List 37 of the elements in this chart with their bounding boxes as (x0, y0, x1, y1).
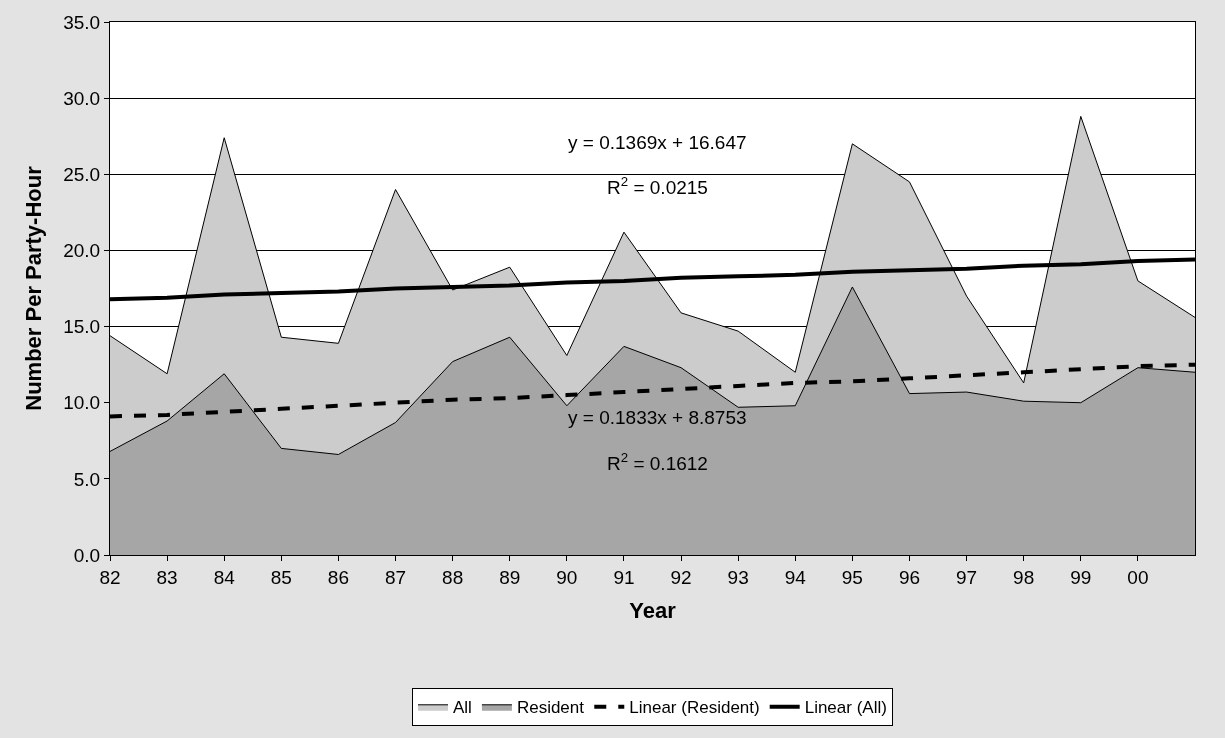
y-tick-label: 25.0 (63, 163, 101, 185)
x-tick-label: 84 (213, 566, 236, 588)
annotation: y = 0.1833x + 8.8753 (568, 407, 747, 428)
x-tick-label: 88 (442, 566, 464, 588)
x-axis-title: Year (629, 597, 677, 623)
x-tick-label: 98 (1013, 566, 1035, 588)
legend-label: Linear (Resident) (629, 698, 760, 718)
x-tick-label: 85 (270, 566, 292, 588)
annotation: R$^{2}$ = 0.1612 (607, 450, 708, 474)
x-tick-label: 89 (499, 566, 521, 588)
legend-label: Resident (516, 698, 585, 718)
y-tick-label: 0.0 (73, 544, 101, 566)
x-tick-label: 87 (384, 566, 407, 588)
y-tick-label: 35.0 (63, 11, 101, 33)
legend-label: All (453, 698, 472, 718)
x-tick-label: 93 (727, 566, 749, 588)
x-tick-label: 91 (613, 566, 635, 588)
y-tick-label: 15.0 (63, 316, 101, 338)
y-tick-label: 10.0 (63, 392, 101, 414)
x-tick-label: 95 (841, 566, 863, 588)
y-axis-title: Number Per Party-Hour (21, 165, 47, 411)
annotation: R$^{2}$ = 0.0215 (607, 174, 708, 198)
x-tick-label: 94 (784, 566, 807, 588)
x-tick-label: 97 (956, 566, 978, 588)
annotation: y = 0.1369x + 16.647 (568, 132, 747, 153)
x-tick-label: 86 (327, 566, 349, 588)
legend-label: Linear (All) (804, 698, 887, 718)
x-tick-label: 99 (1070, 566, 1092, 588)
x-tick-label: 82 (99, 566, 121, 588)
y-tick-label: 20.0 (63, 240, 101, 262)
x-tick-label: 00 (1127, 566, 1149, 588)
x-tick-label: 92 (670, 566, 692, 588)
x-tick-label: 83 (156, 566, 178, 588)
y-tick-label: 30.0 (63, 87, 101, 109)
x-tick-label: 96 (898, 566, 921, 588)
x-tick-label: 90 (556, 566, 578, 588)
y-tick-label: 5.0 (73, 468, 101, 490)
